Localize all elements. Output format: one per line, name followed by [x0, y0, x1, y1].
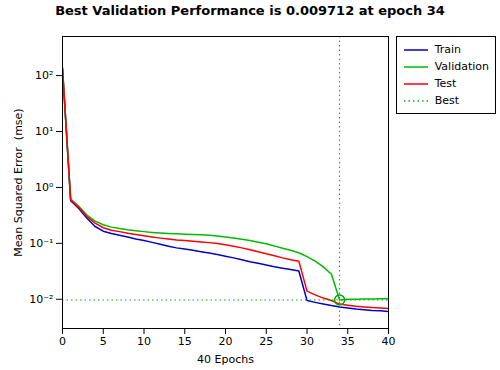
- html-text:Best Validation Performance is: Best Validation Performance is 0.009712 …: [55, 3, 445, 18]
- svg-text:25: 25: [259, 335, 273, 348]
- svg-text:10⁻¹: 10⁻¹: [29, 237, 53, 250]
- svg-text:10¹: 10¹: [35, 125, 53, 138]
- html-text:Best: Best: [434, 94, 459, 107]
- svg-text:30: 30: [300, 335, 314, 348]
- html-text:Train: Train: [434, 43, 462, 56]
- svg-text:40: 40: [382, 335, 396, 348]
- svg-text:0: 0: [59, 335, 66, 348]
- svg-text:20: 20: [219, 335, 233, 348]
- svg-text:10⁻²: 10⁻²: [29, 293, 53, 306]
- svg-text:10²: 10²: [35, 69, 53, 82]
- svg-text:10: 10: [137, 335, 151, 348]
- svg-text:5: 5: [100, 335, 107, 348]
- svg-text:10⁰: 10⁰: [35, 181, 54, 194]
- html-text:Validation: Validation: [434, 60, 489, 73]
- svg-text:35: 35: [341, 335, 355, 348]
- svg-text:Mean Squared Error (mse): Mean Squared Error (mse): [12, 108, 25, 256]
- svg-text:40 Epochs: 40 Epochs: [197, 353, 254, 366]
- html-text:Test: Test: [434, 77, 457, 90]
- svg-text:15: 15: [178, 335, 192, 348]
